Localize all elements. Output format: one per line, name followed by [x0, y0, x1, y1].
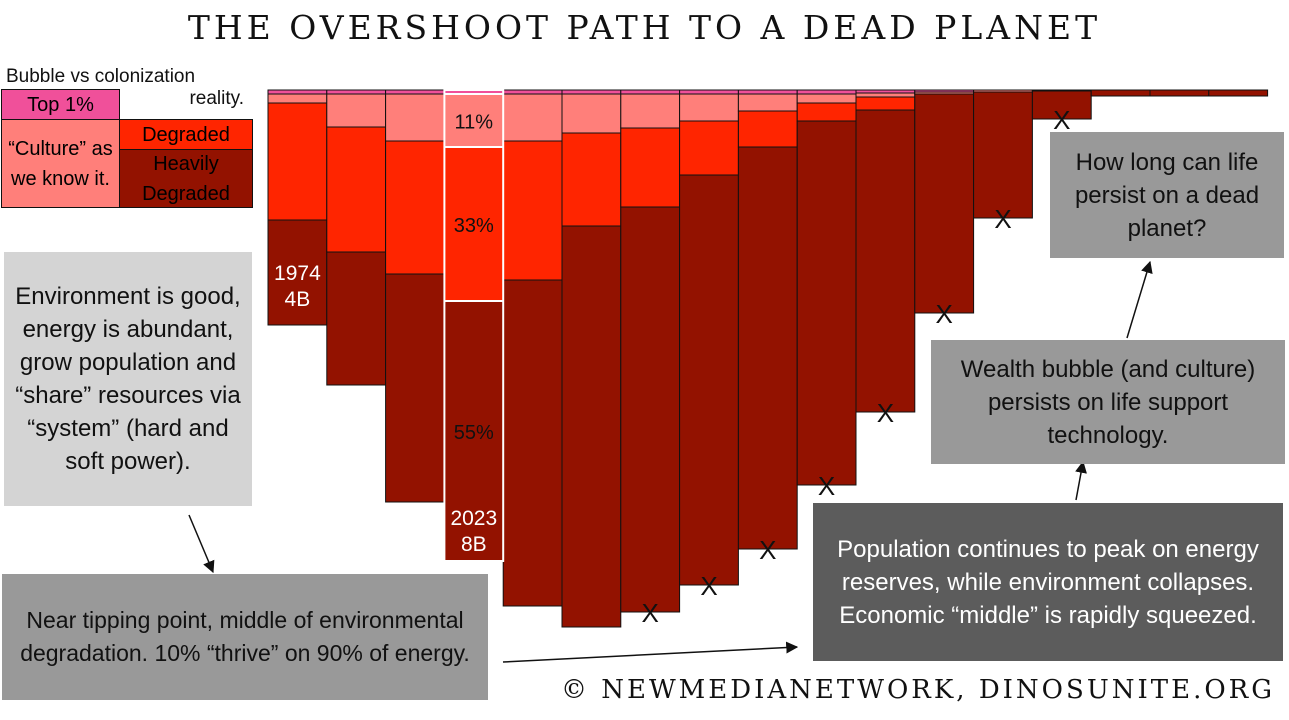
collapse-x-mark: X [1053, 105, 1070, 135]
bar-9-degraded [737, 110, 798, 148]
bar-11-culture [855, 92, 916, 98]
bar-2-degraded [326, 126, 387, 253]
collapse-x-mark: X [759, 535, 776, 565]
bar-3-top1 [385, 89, 445, 95]
bar-4-population-label: 8B [461, 533, 487, 556]
wealth-bubble-box: Wealth bubble (and culture) persists on … [931, 340, 1285, 464]
bar-6-culture [561, 93, 622, 134]
bar-6-degraded [561, 132, 622, 227]
population-box: Population continues to peak on energy r… [813, 503, 1283, 661]
bar-2-culture [326, 93, 387, 128]
collapse-x-mark: X [818, 471, 835, 501]
tipping-point-box: Near tipping point, middle of environmen… [2, 574, 488, 700]
collapse-x-mark: X [700, 571, 717, 601]
bar-1-year-label: 1974 [274, 262, 321, 285]
collapse-x-mark: X [877, 398, 894, 428]
bar-2-heavily-degraded [326, 251, 387, 386]
legend-title-line1: Bubble vs colonization [6, 66, 196, 87]
bar-1-population-label: 4B [285, 288, 311, 311]
bar-1-culture [267, 93, 328, 104]
bar-16-heavily-degraded [1149, 89, 1210, 97]
bar-5-degraded [502, 140, 563, 281]
bar-4-heavily-degraded [443, 300, 504, 562]
bar-7-top1 [620, 89, 681, 95]
bar-5-top1 [502, 89, 563, 95]
bar-9-culture [737, 93, 798, 112]
legend-culture-label: “Culture” as we know it. [8, 137, 113, 190]
bar-5-heavily-degraded [502, 279, 563, 607]
bar-10-culture [796, 93, 857, 104]
legend-heavily-label: Heavily Degraded [142, 152, 230, 205]
bar-11-heavily-degraded [855, 109, 916, 413]
legend-title: Bubble vs colonization reality. [6, 66, 244, 110]
bar-8-heavily-degraded [679, 174, 739, 586]
bar-4-pct-label: 55% [454, 422, 494, 444]
bar-8-top1 [679, 89, 739, 95]
bar-4-pct-label: 33% [454, 215, 494, 237]
copyright-footer: © NEWMEDIANETWORK, DINOSUNITE.ORG [560, 675, 1275, 705]
bar-3-culture [385, 93, 445, 142]
arrow-population-to-wealth [1075, 460, 1087, 501]
collapse-x-mark: X [642, 598, 659, 628]
bar-15-heavily-degraded [1090, 89, 1151, 97]
legend-title-line2: reality. [189, 88, 244, 109]
highlight-2023-outline [443, 89, 505, 562]
bar-7-degraded [620, 127, 681, 208]
bar-7-heavily-degraded [620, 206, 681, 613]
bar-5-culture [502, 93, 563, 142]
bar-10-top1 [796, 89, 857, 95]
how-long-box: How long can life persist on a dead plan… [1050, 132, 1284, 258]
arrow-tipping-to-population [502, 641, 799, 663]
environment-good-box: Environment is good, energy is abundant,… [4, 252, 252, 506]
bar-8-culture [679, 93, 739, 122]
bar-12-heavily-degraded [914, 93, 975, 314]
bar-10-degraded [796, 102, 857, 122]
arrow-wealth-to-how-long [1126, 260, 1153, 339]
bar-7-culture [620, 93, 681, 129]
page-title: THE OVERSHOOT PATH TO A DEAD PLANET [187, 8, 1102, 47]
collapse-x-mark: X [994, 204, 1011, 234]
bar-4-pct-label: 11% [455, 112, 494, 134]
bar-1-top1 [267, 89, 328, 95]
bar-14-heavily-degraded [1031, 90, 1092, 120]
bar-3-degraded [385, 140, 445, 275]
bar-9-heavily-degraded [737, 146, 798, 550]
bar-10-heavily-degraded [796, 120, 857, 486]
collapse-x-mark: X [936, 299, 953, 329]
arrow-env-to-tipping [188, 514, 215, 574]
bar-6-top1 [561, 89, 622, 95]
bar-11-degraded [855, 96, 916, 111]
bar-13-heavily-degraded [973, 91, 1033, 219]
legend-degraded: Degraded [119, 119, 253, 150]
bar-1-degraded [267, 102, 328, 221]
legend-culture: “Culture” as we know it. [1, 119, 120, 208]
bar-3-heavily-degraded [385, 273, 445, 503]
bar-4-year-label: 2023 [450, 507, 497, 530]
bar-6-heavily-degraded [561, 225, 622, 628]
bar-17-heavily-degraded [1208, 89, 1269, 97]
bar-8-degraded [679, 120, 739, 176]
bar-2-top1 [326, 89, 387, 95]
legend-heavily-degraded: Heavily Degraded [119, 149, 253, 208]
bar-9-top1 [737, 89, 798, 95]
